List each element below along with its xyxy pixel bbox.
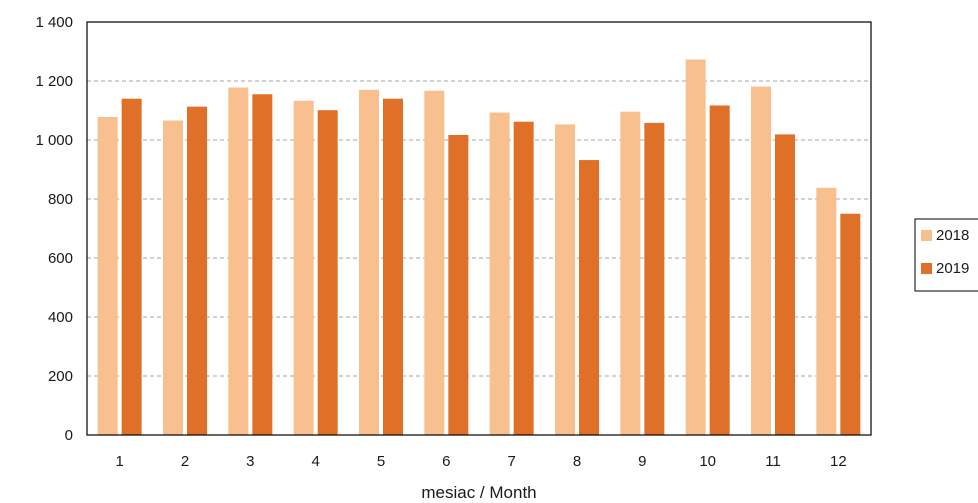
x-tick-label: 12 — [830, 453, 847, 470]
legend: 2018 2019 — [914, 218, 978, 292]
bar-2018-1 — [97, 116, 118, 436]
bar-2018-2 — [163, 120, 183, 435]
x-tick-label: 9 — [638, 453, 646, 470]
x-tick-label: 5 — [377, 453, 385, 470]
x-tick-label: 11 — [765, 453, 781, 470]
bar-2018-11 — [751, 86, 771, 435]
bar-2019-7 — [513, 121, 534, 436]
x-tick-label: 1 — [115, 453, 123, 470]
x-tick-label: 10 — [699, 453, 716, 470]
bar-2018-10 — [685, 59, 706, 436]
legend-swatch-2018 — [921, 230, 932, 241]
y-tick-label: 600 — [48, 250, 73, 267]
bar-2018-7 — [489, 112, 510, 435]
y-tick-label: 1 400 — [35, 14, 73, 31]
x-axis-ticks: 1 2 3 4 5 6 7 8 9 10 11 12 — [115, 453, 846, 470]
legend-label: 2019 — [936, 260, 969, 277]
bar-2018-4 — [293, 100, 314, 435]
bar-2019-11 — [775, 134, 795, 435]
legend-swatch-2019 — [921, 263, 932, 274]
x-tick-label: 8 — [573, 453, 581, 470]
bar-2018-3 — [228, 87, 249, 436]
gridlines — [87, 80, 871, 377]
bar-2018-5 — [359, 89, 379, 435]
y-tick-label: 0 — [65, 427, 73, 444]
plot-area — [86, 21, 872, 436]
bar-2018-9 — [620, 111, 641, 436]
bar-2018-8 — [555, 124, 575, 436]
bar-2019-6 — [448, 134, 469, 436]
bar-2018-6 — [424, 90, 445, 436]
x-tick-label: 6 — [442, 453, 450, 470]
bar-2019-8 — [579, 160, 599, 435]
y-tick-label: 1 000 — [35, 132, 73, 149]
x-tick-label: 2 — [181, 453, 189, 470]
bar-2019-4 — [317, 110, 338, 435]
y-tick-label: 800 — [48, 191, 73, 208]
y-tick-label: 400 — [48, 309, 73, 326]
bar-2019-9 — [644, 122, 665, 435]
bars — [97, 59, 861, 436]
x-tick-label: 4 — [311, 453, 319, 470]
y-tick-label: 1 200 — [35, 73, 73, 90]
bar-2019-1 — [121, 98, 142, 435]
bar-2019-3 — [252, 94, 273, 436]
y-axis-ticks: 0 200 400 600 800 1 000 1 200 1 400 — [35, 14, 73, 444]
bar-2019-12 — [840, 213, 861, 435]
bar-2019-5 — [383, 98, 403, 435]
bar-2019-2 — [187, 106, 207, 435]
x-tick-label: 3 — [246, 453, 254, 470]
x-tick-label: 7 — [507, 453, 515, 470]
x-axis-label: mesiac / Month — [421, 483, 536, 502]
bar-2018-12 — [816, 187, 837, 435]
legend-label: 2018 — [936, 227, 969, 244]
bar-2019-10 — [709, 105, 730, 436]
y-tick-label: 200 — [48, 368, 73, 385]
